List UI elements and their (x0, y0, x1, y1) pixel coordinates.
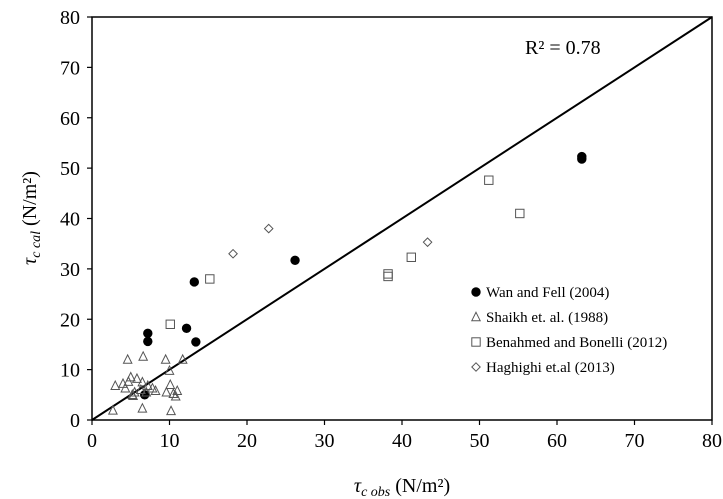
data-point (165, 378, 176, 389)
x-tick-label: 30 (315, 430, 335, 452)
y-tick-label: 10 (60, 360, 80, 382)
data-point (205, 274, 215, 284)
x-label-symbol: τ (354, 475, 362, 497)
y-tick-label: 20 (60, 309, 80, 331)
data-point (177, 353, 188, 364)
legend-marker (471, 287, 481, 297)
reference-line (91, 16, 713, 421)
data-point (383, 269, 393, 279)
data-point (150, 384, 161, 395)
data-point (110, 379, 121, 390)
y-label-subscript: c cal (29, 231, 44, 258)
legend-marker (471, 362, 481, 372)
data-point (143, 328, 153, 339)
data-point (107, 404, 118, 415)
data-point (161, 386, 172, 397)
legend-label: Benahmed and Bonelli (2012) (486, 335, 667, 351)
y-tick-label: 40 (60, 209, 80, 231)
x-tick-label: 80 (702, 430, 722, 452)
data-point (170, 390, 181, 401)
annotation: R² = 0.78 (525, 37, 601, 59)
y-tick-label: 50 (60, 158, 80, 180)
data-point (168, 387, 179, 399)
y-axis-label: τc cal (N/m²) (19, 171, 44, 265)
x-axis-label: τc obs (N/m²) (354, 475, 450, 499)
data-point (290, 255, 300, 266)
x-tick-label: 20 (237, 430, 257, 452)
data-point (189, 277, 200, 287)
data-point (406, 252, 417, 262)
data-point (138, 350, 149, 361)
data-point (160, 353, 171, 364)
data-point (143, 336, 153, 347)
legend-marker (471, 337, 481, 347)
x-tick-label: 60 (547, 430, 567, 452)
y-tick-label: 70 (60, 57, 80, 79)
data-point (191, 337, 201, 347)
data-point (128, 390, 139, 401)
y-tick-label: 30 (60, 259, 80, 281)
x-tick-label: 70 (625, 430, 645, 452)
y-label-symbol: τ (19, 257, 41, 265)
data-point (141, 386, 152, 397)
y-tick-label: 60 (60, 108, 80, 130)
y-tick-label: 0 (70, 410, 80, 432)
data-point (165, 319, 175, 329)
data-point (122, 353, 133, 364)
data-point (383, 271, 393, 282)
x-label-unit: (N/m²) (395, 475, 450, 497)
data-point (484, 175, 494, 185)
legend-label: Wan and Fell (2004) (486, 285, 609, 301)
x-tick-label: 50 (470, 430, 490, 452)
data-point (137, 402, 148, 413)
data-point (181, 323, 192, 334)
data-point (142, 379, 153, 390)
data-point (577, 154, 587, 164)
data-point (125, 371, 136, 382)
y-tick-label: 80 (60, 7, 80, 29)
data-point (137, 376, 148, 387)
x-label-subscript: c obs (361, 485, 391, 499)
data-point (164, 364, 175, 375)
data-point (166, 405, 177, 416)
data-point (263, 223, 274, 234)
legend-label: Haghighi et.al (2013) (486, 360, 615, 376)
legend-marker (470, 311, 482, 322)
data-point (515, 208, 525, 219)
x-tick-label: 40 (392, 430, 412, 452)
legend-label: Shaikh et. al. (1988) (486, 310, 608, 326)
data-point (135, 383, 146, 394)
x-tick-label: 0 (87, 430, 97, 452)
y-label-unit: (N/m²) (19, 171, 41, 226)
data-point (228, 248, 238, 259)
data-point (131, 372, 142, 383)
data-point (117, 377, 129, 388)
data-point (422, 237, 433, 248)
x-tick-label: 10 (160, 430, 180, 452)
